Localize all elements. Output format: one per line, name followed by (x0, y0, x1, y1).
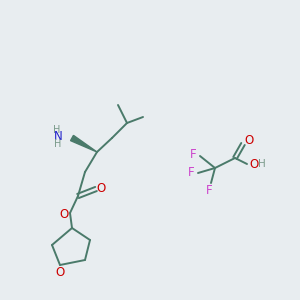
Text: F: F (206, 184, 212, 196)
Text: H: H (54, 139, 62, 149)
Text: O: O (59, 208, 69, 221)
Text: F: F (190, 148, 196, 160)
Text: F: F (188, 167, 194, 179)
Text: O: O (56, 266, 64, 278)
Text: H: H (258, 159, 266, 169)
Text: O: O (96, 182, 106, 196)
Text: H: H (53, 125, 61, 135)
Text: N: N (54, 130, 62, 143)
Polygon shape (70, 135, 97, 152)
Text: O: O (244, 134, 253, 146)
Text: O: O (249, 158, 259, 170)
